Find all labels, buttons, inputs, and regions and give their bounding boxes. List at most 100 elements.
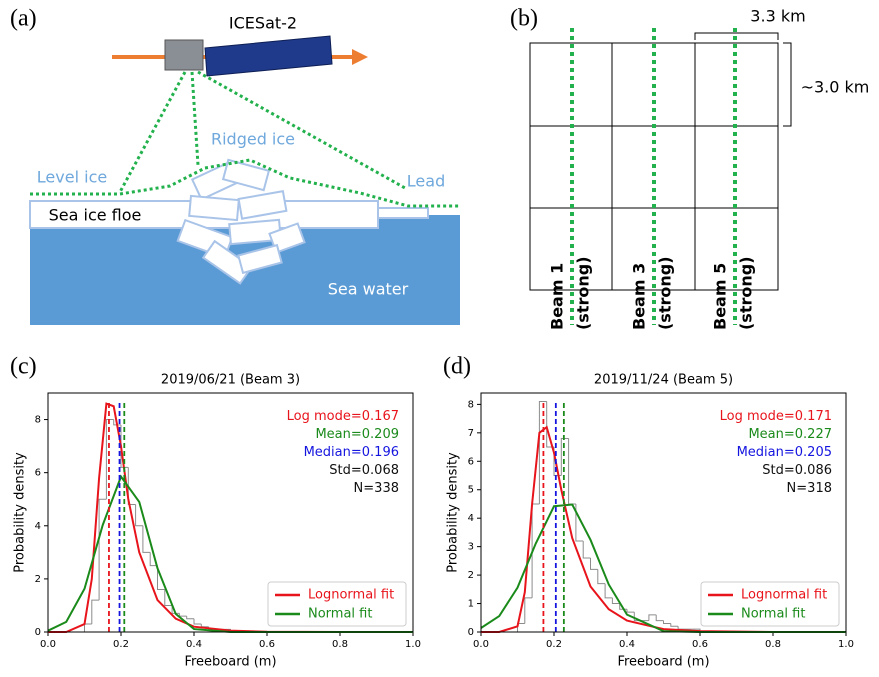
y-tick-label: 1	[468, 599, 474, 610]
y-tick-label: 8	[35, 415, 41, 426]
stat-value: 0.227	[795, 427, 832, 442]
beam-strength: (strong)	[574, 256, 593, 330]
x-tick-label: 0.0	[473, 639, 489, 650]
solar-panel	[204, 35, 333, 77]
histogram-bin	[186, 616, 194, 620]
histogram-bin	[105, 419, 114, 500]
y-tick-label: 8	[468, 399, 474, 410]
stat-annotation: Median=0.205	[737, 445, 832, 460]
stat-value: 0.086	[795, 463, 832, 478]
panel-label: (b)	[510, 6, 538, 32]
stat-value: 0.167	[362, 409, 399, 424]
fit-curve	[481, 425, 846, 633]
satellite-label: ICESat-2	[229, 14, 297, 33]
histogram-bin	[157, 565, 165, 591]
histogram-bin	[135, 504, 143, 527]
width-label: 3.3 km	[750, 7, 805, 26]
stat-label: N=	[354, 481, 375, 496]
stat-annotation: Mean=0.227	[748, 427, 832, 442]
histogram-bin	[590, 558, 598, 570]
x-tick-label: 0.6	[259, 639, 275, 650]
histogram-bin	[193, 618, 202, 625]
stat-label: Median=	[737, 445, 795, 460]
panel-label: (a)	[10, 6, 37, 32]
beam-name: Beam 5	[711, 263, 730, 330]
chart-title: 2019/11/24 (Beam 5)	[594, 373, 733, 388]
stat-label: Std=	[762, 463, 795, 478]
histogram-bin	[626, 609, 635, 613]
ridged-label: Ridged ice	[211, 130, 295, 149]
histogram-bin	[670, 623, 679, 627]
histogram-bin	[200, 624, 209, 628]
y-tick-label: 2	[35, 574, 41, 585]
stat-value: 0.196	[362, 445, 399, 460]
chart-title: 2019/06/21 (Beam 3)	[161, 373, 300, 388]
y-tick-label: 0	[35, 627, 41, 638]
histogram-bin	[582, 540, 591, 559]
plot-frame	[47, 392, 414, 633]
legend-label: Lognormal fit	[308, 588, 394, 603]
legend-box	[700, 581, 840, 627]
x-tick-label: 0.6	[692, 639, 708, 650]
stat-label: Log mode=	[720, 409, 795, 424]
histogram-bin	[677, 626, 686, 630]
stat-label: Std=	[329, 463, 362, 478]
y-tick-label: 4	[468, 513, 474, 524]
histogram-bin	[178, 613, 187, 617]
stat-label: Median=	[304, 445, 362, 460]
histogram-bin	[91, 599, 100, 625]
stat-value: 0.209	[362, 427, 399, 442]
y-tick-label: 5	[468, 485, 474, 496]
stat-annotation: Std=0.086	[762, 463, 832, 478]
stat-annotation: N=318	[787, 481, 832, 496]
grid-cells	[529, 32, 792, 291]
stat-annotation: Mean=0.209	[315, 427, 399, 442]
legend-label: Lognormal fit	[741, 588, 827, 603]
y-tick-label: 3	[468, 542, 474, 553]
stat-label: Log mode=	[287, 409, 362, 424]
y-tick-label: 4	[35, 521, 41, 532]
beam-strength: (strong)	[656, 256, 675, 330]
beam-name: Beam 1	[548, 263, 567, 330]
lead-ice	[377, 207, 429, 219]
histogram-bin	[524, 597, 533, 624]
histogram-bin	[538, 401, 547, 504]
histogram-bin	[120, 424, 129, 468]
histogram-bin	[655, 614, 664, 622]
chart: (d) 2019/11/24 (Beam 5) Freeboard (m) Proba…	[443, 354, 854, 670]
x-tick-label: 0.2	[113, 639, 129, 650]
histogram-bin	[575, 503, 584, 542]
x-tick-label: 0.4	[619, 639, 635, 650]
beam-name: Beam 3	[630, 263, 649, 330]
y-axis-label: Probability density	[446, 452, 461, 573]
stat-value: 338	[374, 481, 399, 496]
y-tick-label: 2	[468, 570, 474, 581]
histogram-bin	[142, 525, 151, 553]
x-tick-label: 1.0	[405, 639, 421, 650]
beam-tracks	[570, 28, 737, 325]
histogram-bin	[84, 623, 92, 632]
lead-label: Lead	[407, 172, 445, 191]
stat-label: Mean=	[748, 427, 794, 442]
beam-strength: (strong)	[737, 256, 756, 330]
stat-value: 318	[807, 481, 832, 496]
y-axis-label: Probability density	[13, 452, 28, 573]
plot-frame	[480, 392, 847, 633]
legend-label: Normal fit	[308, 607, 372, 622]
legend-label: Normal fit	[741, 607, 805, 622]
histogram-bin	[164, 589, 173, 606]
x-tick-label: 0.8	[765, 639, 781, 650]
ridge-blocks	[176, 158, 306, 285]
x-axis-label: Freeboard (m)	[184, 655, 276, 670]
y-tick-label: 7	[468, 428, 474, 439]
x-tick-label: 0.8	[332, 639, 348, 650]
level-label: Level ice	[37, 168, 107, 187]
y-tick-label: 6	[35, 468, 41, 479]
height-label: ~3.0 km	[801, 78, 870, 97]
stat-label: Mean=	[315, 427, 361, 442]
stat-value: 0.205	[795, 445, 832, 460]
stat-annotation: Log mode=0.171	[720, 409, 832, 424]
arrow-head	[352, 49, 368, 65]
laser-paths	[30, 70, 460, 208]
